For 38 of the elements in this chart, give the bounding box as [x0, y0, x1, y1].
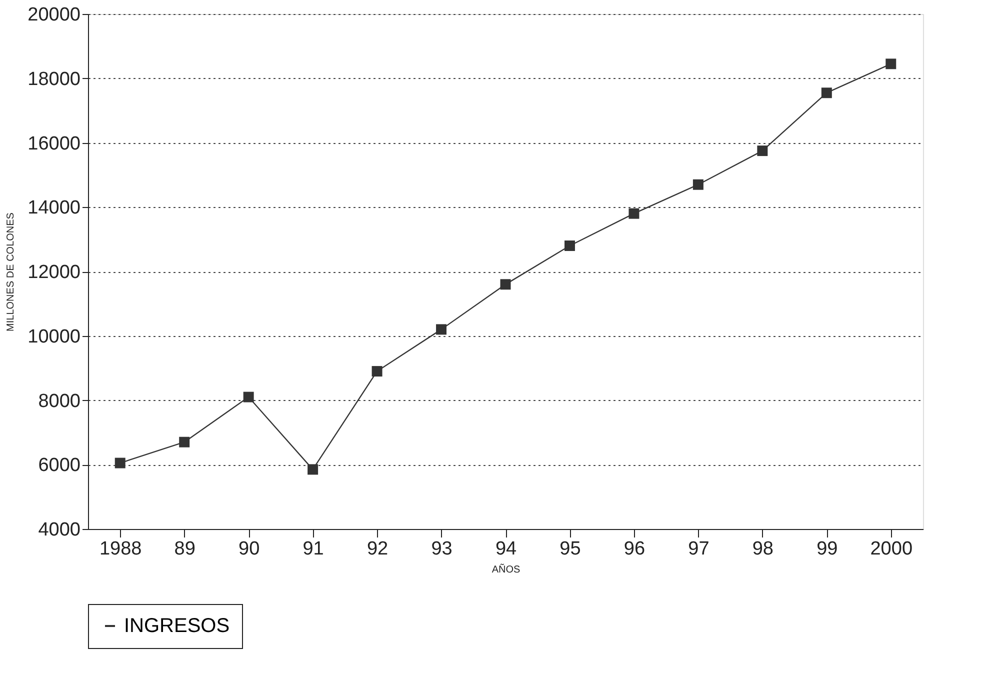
y-tick-label: 14000	[28, 198, 80, 219]
point	[308, 464, 318, 475]
y-tick-label: 20000	[28, 4, 80, 26]
point	[114, 458, 126, 468]
y-tick-label: 6000	[38, 455, 80, 476]
x-tick-label: 90	[238, 538, 260, 560]
x-tick-label: 92	[366, 538, 388, 560]
x-tick-label: 89	[174, 538, 196, 560]
point	[372, 366, 382, 377]
point	[500, 279, 511, 290]
point	[179, 436, 190, 448]
y-tick-label: 16000	[28, 133, 80, 154]
y-tick-label: 18000	[28, 68, 80, 90]
x-tick-label: 97	[688, 538, 710, 560]
x-tick-label: 98	[752, 538, 774, 560]
y-tick-label: 10000	[28, 326, 80, 348]
x-tick-label: 96	[624, 538, 646, 560]
point	[886, 58, 896, 70]
x-tick-label: 93	[431, 538, 452, 560]
x-tick-label: 95	[560, 538, 581, 560]
point	[436, 324, 447, 335]
point	[564, 240, 575, 251]
y-tick-label: 12000	[28, 262, 80, 283]
x-tick-label: 94	[495, 538, 517, 560]
y-tick-label: 4000	[38, 520, 80, 540]
y-axis-title: MILLONES DE COLONES	[6, 212, 17, 332]
point	[628, 208, 640, 219]
y-tick-label: 8000	[38, 390, 80, 412]
x-tick-label: 91	[302, 538, 324, 560]
x-tick-label: 1988	[99, 538, 142, 560]
point	[821, 88, 832, 98]
point	[757, 146, 768, 156]
point	[692, 179, 704, 190]
point	[243, 392, 254, 402]
x-tick-label: 99	[816, 538, 838, 560]
x-axis-title: AÑOS	[492, 564, 520, 576]
x-tick-label: 2000	[870, 538, 913, 560]
legend-label: INGRESOS	[124, 615, 230, 637]
